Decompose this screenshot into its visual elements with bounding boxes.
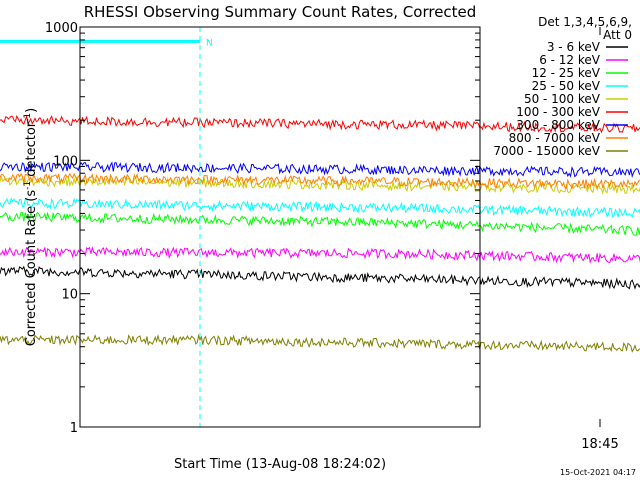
plot-area: N <box>0 26 640 428</box>
series-line-2 <box>0 211 640 236</box>
x-axis-label: Start Time (13-Aug-08 18:24:02) <box>174 457 386 472</box>
series-line-4 <box>0 175 640 195</box>
footer-timestamp: 15-Oct-2021 04:17 <box>560 468 636 477</box>
series-layer <box>0 114 640 353</box>
legend-label-4: 50 - 100 keV <box>524 92 601 106</box>
legend-label-8: 7000 - 15000 keV <box>493 144 600 158</box>
x-axis: 18:3018:4519:0019:1519:3019:4520:00 <box>581 27 619 452</box>
annotation-0: N <box>206 38 213 48</box>
series-line-8 <box>0 333 640 353</box>
series-line-0 <box>0 265 640 290</box>
legend-title-line1: Det 1,3,4,5,6,9, <box>538 15 632 29</box>
y-tick-label-3: 1000 <box>45 21 78 36</box>
legend-label-3: 25 - 50 keV <box>532 79 601 93</box>
y-tick-label-1: 10 <box>61 288 78 303</box>
y-tick-label-0: 1 <box>70 421 78 436</box>
legend-label-6: 300 - 800 keV <box>516 118 600 132</box>
chart-title: RHESSI Observing Summary Count Rates, Co… <box>84 3 477 21</box>
legend-label-1: 6 - 12 keV <box>539 53 601 67</box>
y-axis: 1 10 100 1000 <box>45 21 480 436</box>
y-axis-label: Corrected Count Rate (s-1 detector-1) <box>23 108 39 346</box>
overlay-layer: N <box>0 27 213 427</box>
legend-label-0: 3 - 6 keV <box>547 40 601 54</box>
legend-label-5: 100 - 300 keV <box>516 105 600 119</box>
plot-frame <box>79 26 481 428</box>
legend-label-7: 800 - 7000 keV <box>509 131 601 145</box>
legend-label-2: 12 - 25 keV <box>532 66 601 80</box>
x-tick-label-1: 18:45 <box>581 437 618 452</box>
series-line-6 <box>0 161 640 179</box>
legend-title-line2: Att 0 <box>603 28 632 42</box>
y-tick-label-2: 100 <box>53 154 78 169</box>
